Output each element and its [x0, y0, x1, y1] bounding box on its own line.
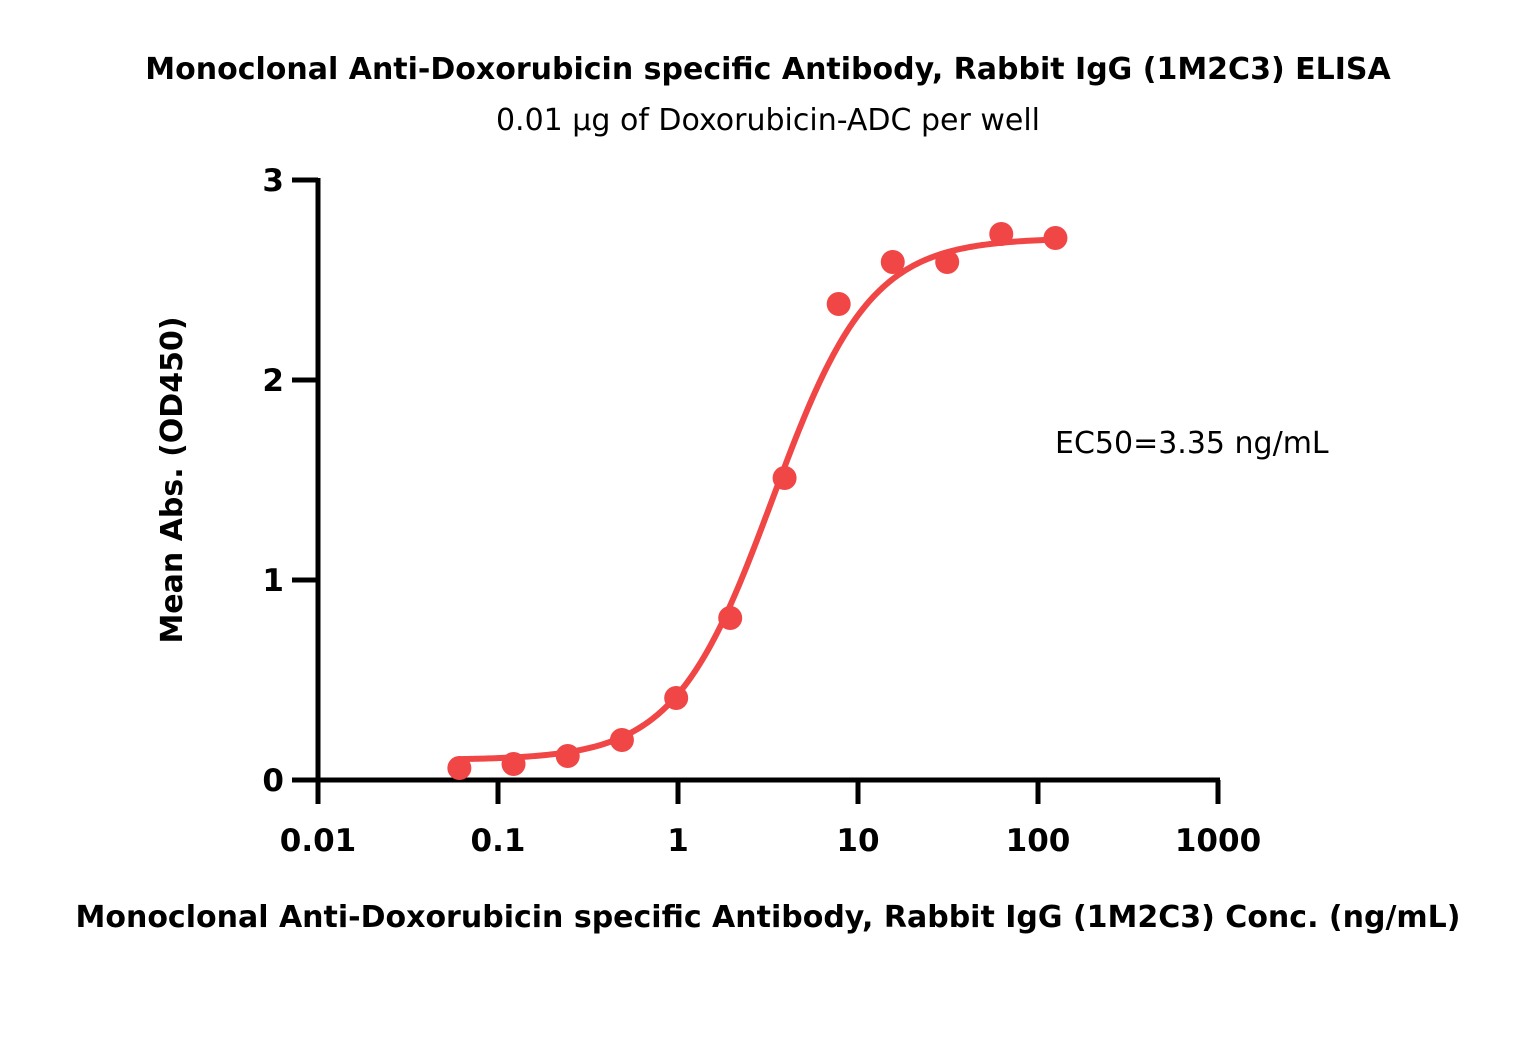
y-tick-label: 0: [262, 763, 284, 799]
x-tick-label: 10: [836, 823, 879, 859]
x-tick-label: 0.01: [280, 823, 357, 859]
data-point: [772, 466, 797, 490]
x-tick-label: 100: [1006, 823, 1071, 859]
fit-curve: [456, 236, 1059, 763]
data-point: [1043, 226, 1068, 250]
data-point: [935, 250, 960, 274]
data-point: [501, 752, 526, 776]
ec50-annotation: EC50=3.35 ng/mL: [1055, 426, 1329, 461]
data-point: [555, 744, 580, 768]
fit-curve-layer: [456, 236, 1059, 763]
data-point: [664, 686, 689, 710]
data-point: [880, 250, 905, 274]
data-point: [447, 756, 472, 780]
data-points-layer: [447, 222, 1068, 780]
x-axis: 0.01 0.1 1 10 100 1000: [280, 777, 1261, 859]
data-point: [826, 292, 851, 316]
y-tick-label: 2: [262, 363, 284, 399]
x-tick-label: 0.1: [471, 823, 526, 859]
data-point: [609, 728, 634, 752]
chart-title: Monoclonal Anti-Doxorubicin specific Ant…: [145, 52, 1391, 87]
data-point: [989, 222, 1014, 246]
chart-subtitle: 0.01 µg of Doxorubicin-ADC per well: [496, 103, 1040, 138]
data-point: [718, 606, 743, 630]
y-axis: 0 1 2 3: [262, 163, 321, 799]
y-tick-label: 1: [262, 563, 284, 599]
x-tick-label: 1: [667, 823, 689, 859]
y-axis-title: Mean Abs. (OD450): [155, 316, 190, 643]
y-tick-label: 3: [262, 163, 284, 199]
x-tick-label: 1000: [1175, 823, 1261, 859]
x-axis-title: Monoclonal Anti-Doxorubicin specific Ant…: [76, 900, 1461, 935]
